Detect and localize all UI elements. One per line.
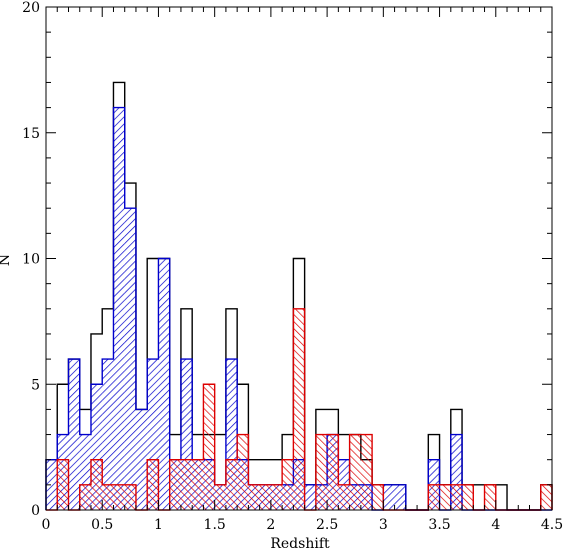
x-tick-label: 3.5: [428, 517, 450, 533]
hist-bar: [68, 359, 80, 510]
hist-bar: [462, 484, 474, 510]
y-tick-label: 15: [22, 126, 40, 142]
x-tick-label: 1.5: [204, 517, 226, 533]
hist-bar: [338, 484, 350, 510]
hist-bar: [439, 484, 451, 510]
hist-bar: [248, 484, 260, 510]
hist-bar: [113, 107, 125, 510]
y-tick-label: 0: [31, 503, 40, 519]
hist-bar: [124, 484, 136, 510]
hist-bar: [180, 359, 193, 510]
x-tick-label: 4: [491, 517, 500, 533]
hist-bar: [225, 459, 238, 510]
hist-bar: [304, 484, 316, 510]
hist-bar: [79, 434, 91, 510]
hist-bar: [102, 484, 114, 510]
hist-bar: [113, 484, 125, 510]
red-series-step-series: [46, 308, 553, 511]
x-tick-label: 0.5: [91, 517, 113, 533]
x-tick-label: 0: [42, 517, 51, 533]
hist-bar: [484, 484, 496, 510]
histogram-bars: [45, 81, 553, 511]
y-tick-label: 10: [22, 252, 40, 268]
hist-bar: [203, 384, 215, 510]
hist-bar: [237, 434, 249, 510]
hist-bar: [450, 434, 463, 510]
hist-bar: [349, 434, 361, 510]
hist-bar: [428, 484, 440, 510]
hist-bar: [360, 434, 373, 510]
hist-bar: [225, 359, 238, 510]
hist-bar: [192, 459, 204, 510]
x-tick-label: 1: [154, 517, 163, 533]
hist-bar: [293, 308, 305, 510]
hist-bar: [540, 484, 552, 510]
hist-bar: [57, 459, 69, 510]
hist-bar: [270, 484, 283, 510]
y-axis-label: N: [0, 254, 13, 266]
hist-bar: [383, 484, 395, 510]
hist-bar: [315, 434, 328, 510]
hist-bar: [46, 459, 58, 510]
hist-bar: [372, 484, 384, 510]
hist-bar: [394, 484, 406, 510]
hist-bar: [90, 384, 103, 510]
hist-bar: [169, 459, 181, 510]
hist-bar: [259, 484, 271, 510]
x-tick-label: 2.5: [316, 517, 338, 533]
hist-bar: [102, 359, 114, 510]
hist-bar: [282, 459, 294, 510]
y-tick-label: 20: [22, 0, 40, 16]
hist-bar: [147, 359, 159, 510]
x-axis-label: Redshift: [270, 536, 330, 549]
hist-bar: [214, 484, 226, 510]
hist-bar: [158, 258, 170, 510]
hist-bar: [327, 434, 339, 510]
hist-bar: [180, 459, 193, 510]
red-series-step-outline: [46, 308, 553, 511]
x-tick-label: 2: [266, 517, 275, 533]
hist-bar: [135, 409, 148, 510]
y-tick-label: 5: [31, 377, 40, 393]
x-tick-label: 3: [379, 517, 388, 533]
tick-labels: 0 0.5 1 1.5 2 2.5 3 3.5 4 4.5 0 5 10 15 20: [22, 0, 563, 533]
hist-bar: [124, 208, 136, 510]
hist-bar: [79, 484, 91, 510]
hist-bar: [90, 459, 103, 510]
hist-bar: [450, 484, 463, 510]
hist-bar: [147, 459, 159, 510]
axes: [45, 6, 553, 511]
x-tick-label: 4.5: [541, 517, 563, 533]
